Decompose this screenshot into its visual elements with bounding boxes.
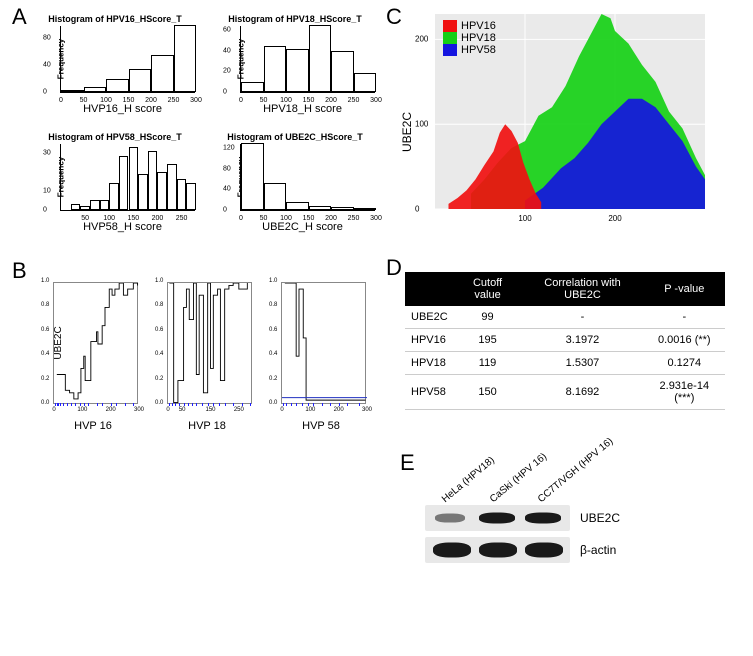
lane-label: CC7T/VGH (HPV 16) (536, 436, 615, 505)
hist-ylabel: Frequency (57, 39, 66, 79)
hist-bar (100, 200, 110, 210)
table-d: Cutoff valueCorrelation with UBE2CP -val… (405, 272, 725, 410)
table-row: HPV581508.16922.931e-14 (***) (405, 375, 725, 410)
hist-ube2c: Histogram of UBE2C_HScore_T Frequency0501… (215, 132, 375, 232)
hist-bar (80, 206, 90, 210)
hist-xlabel: HVP16_H score (50, 103, 195, 115)
hist-ylabel: Frequency (57, 157, 66, 197)
legend-item: HPV18 (443, 32, 496, 44)
hist-hpv58: Histogram of HPV58_HScore_T Frequency5010… (35, 132, 195, 232)
hist-bar (61, 90, 84, 92)
blot-strip (425, 537, 570, 563)
hist-xlabel: UBE2C_H score (230, 221, 375, 233)
hist-bar (241, 82, 264, 92)
hist-title: Histogram of HPV18_HScore_T (215, 14, 375, 24)
step-hpv16: UBE2C0.00.20.40.60.81.00100200300 HVP 16 (38, 282, 138, 432)
hist-hpv16: Histogram of HPV16_HScore_T Frequency0501… (35, 14, 195, 114)
step-xlabel: HVP 58 (276, 420, 366, 432)
table-header: Cutoff value (454, 272, 522, 306)
step-xlabel: HVP 18 (162, 420, 252, 432)
hist-bar (151, 55, 174, 92)
blot-band (479, 543, 517, 558)
step-hpv58: 0.00.20.40.60.81.00100200300 HVP 58 (266, 282, 366, 432)
hist-bar (167, 164, 177, 210)
panel-a-label: A (12, 4, 27, 30)
hist-bar (286, 49, 309, 92)
panel-b-label: B (12, 258, 27, 284)
hist-bar (354, 208, 377, 210)
hist-bar (354, 73, 377, 92)
panel-c-ylabel: UBE2C (400, 111, 414, 151)
panel-e: HeLa (HPV18)CaSki (HPV 16)CC7T/VGH (HPV … (425, 445, 705, 625)
hist-bar (71, 204, 81, 210)
hist-bar (106, 79, 129, 92)
hist-bar (90, 200, 100, 210)
table-header: P -value (644, 272, 725, 306)
hist-plot: Frequency5010015020025001030 (60, 144, 195, 211)
hist-bar (138, 174, 148, 210)
blot-band (479, 513, 515, 524)
hist-bar (286, 202, 309, 210)
blot-row: UBE2C (425, 505, 705, 531)
blot-band (435, 514, 465, 523)
hist-plot: Frequency05010015020025030004080 (60, 26, 195, 93)
hist-bar (174, 25, 197, 92)
hist-plot: Frequency05010015020025030004080120 (240, 144, 375, 211)
blot-rows: UBE2C β-actin (425, 505, 705, 563)
table-row: UBE2C99-- (405, 306, 725, 329)
hist-bar (129, 69, 152, 92)
hist-bar (309, 25, 332, 92)
legend-item: HPV58 (443, 44, 496, 56)
hist-title: Histogram of HPV16_HScore_T (35, 14, 195, 24)
panel-d-label: D (386, 255, 402, 281)
table-header (405, 272, 454, 306)
hist-bar (157, 172, 167, 210)
blot-strip (425, 505, 570, 531)
hist-bar (84, 87, 107, 92)
hist-xlabel: HVP58_H score (50, 221, 195, 233)
blot-row: β-actin (425, 537, 705, 563)
panel-a: Histogram of HPV16_HScore_T Frequency0501… (35, 14, 375, 239)
hist-bar (109, 183, 119, 210)
blot-band (433, 543, 471, 558)
step-plot: 0.00.20.40.60.81.00100200300 (281, 282, 366, 404)
blot-row-label: UBE2C (580, 511, 620, 525)
table-header: Correlation with UBE2C (521, 272, 643, 306)
hist-bar (264, 46, 287, 92)
hist-ylabel: Frequency (237, 39, 246, 79)
blot-band (525, 513, 561, 524)
hist-bar (129, 147, 139, 210)
blot-lane-labels: HeLa (HPV18)CaSki (HPV 16)CC7T/VGH (HPV … (425, 445, 705, 505)
hist-bar (331, 207, 354, 210)
blot-row-label: β-actin (580, 543, 616, 557)
panel-b: UBE2C0.00.20.40.60.81.00100200300HVP 16 … (30, 282, 375, 462)
panel-c-label: C (386, 4, 402, 30)
table-row: HPV161953.19720.0016 (**) (405, 329, 725, 352)
hist-plot: Frequency0501001502002503000204060 (240, 26, 375, 93)
step-plot: 0.00.20.40.60.81.0050150250 (167, 282, 252, 404)
hist-bar (119, 156, 129, 210)
panel-c: UBE2C 1002000100200HPV16HPV18HPV58 (405, 14, 715, 249)
step-hpv18: 0.00.20.40.60.81.0050150250 HVP 18 (152, 282, 252, 432)
hist-bar (241, 143, 264, 210)
panel-d: Cutoff valueCorrelation with UBE2CP -val… (405, 272, 725, 410)
step-xlabel: HVP 16 (48, 420, 138, 432)
hist-xlabel: HPV18_H score (230, 103, 375, 115)
hist-hpv18: Histogram of HPV18_HScore_T Frequency0501… (215, 14, 375, 114)
panel-e-label: E (400, 450, 415, 476)
legend-item: HPV16 (443, 20, 496, 32)
hist-bar (177, 179, 187, 210)
table-row: HPV181191.53070.1274 (405, 352, 725, 375)
hist-bar (264, 183, 287, 210)
step-plot: UBE2C0.00.20.40.60.81.00100200300 (53, 282, 138, 404)
blot-band (525, 543, 563, 558)
hist-bar (309, 206, 332, 210)
hist-bar (186, 183, 196, 210)
hist-bar (331, 51, 354, 92)
panel-c-plot: 1002000100200HPV16HPV18HPV58 (435, 14, 705, 209)
panel-c-legend: HPV16HPV18HPV58 (443, 20, 496, 56)
hist-title: Histogram of UBE2C_HScore_T (215, 132, 375, 142)
hist-bar (148, 151, 158, 210)
hist-title: Histogram of HPV58_HScore_T (35, 132, 195, 142)
